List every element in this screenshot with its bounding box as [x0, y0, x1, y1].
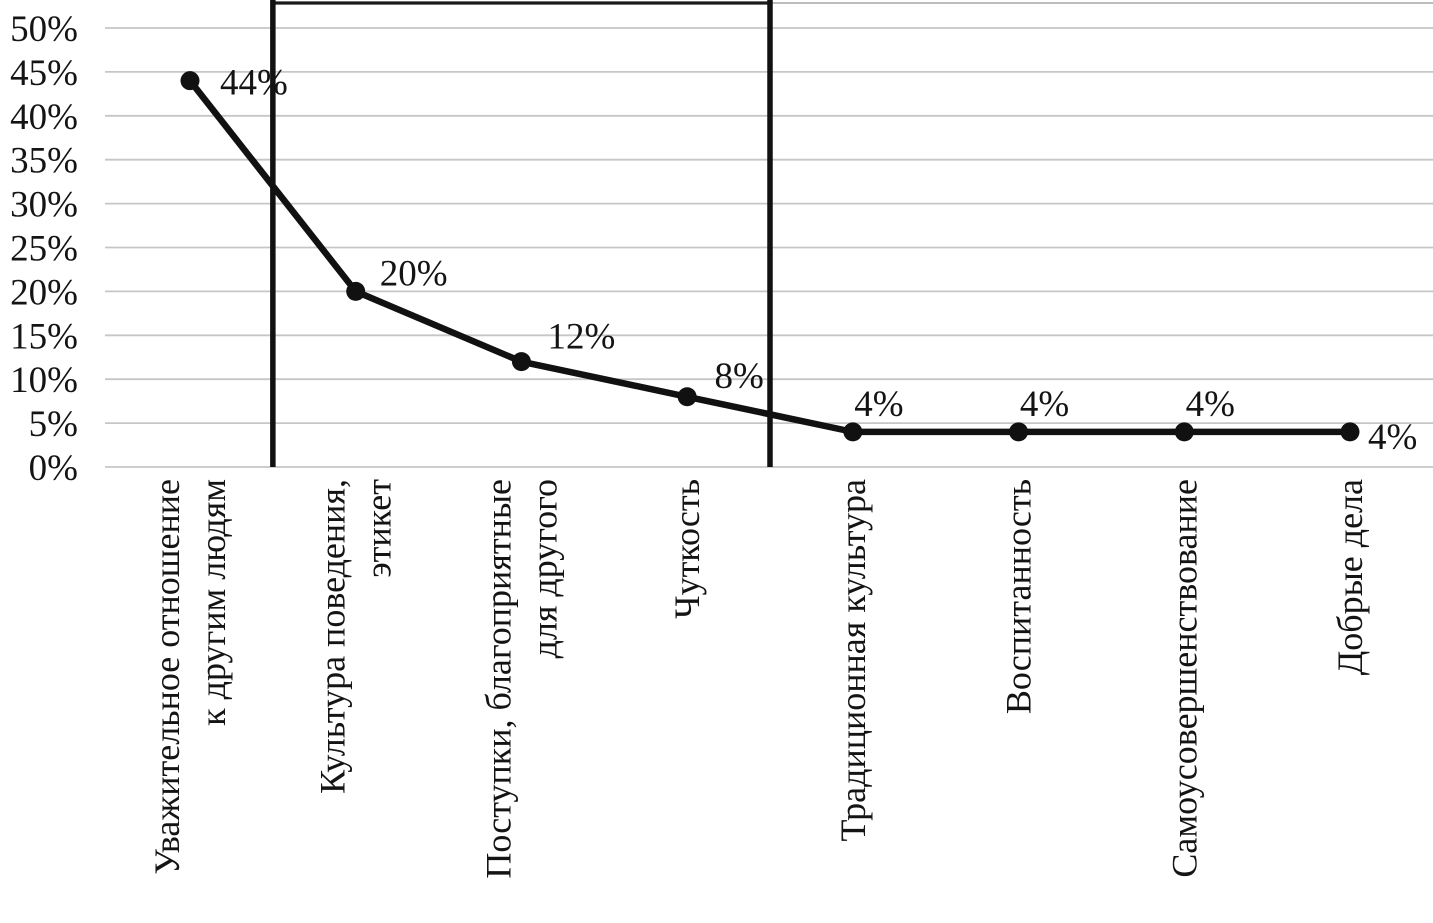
data-point-marker: [180, 71, 200, 91]
x-axis-category-label: Воспитанность: [999, 479, 1039, 714]
x-axis-category-label-line: для другого: [524, 479, 564, 658]
y-axis-tick-label: 25%: [10, 229, 78, 270]
x-axis-category-label-line: Добрые дела: [1330, 479, 1370, 675]
data-point-label: 20%: [380, 253, 448, 294]
x-axis-category-label-line: Традиционная культура: [833, 479, 873, 841]
data-point-label: 8%: [714, 356, 763, 397]
y-axis-tick-label: 5%: [29, 404, 78, 445]
y-axis-tick-label: 30%: [10, 185, 78, 226]
data-point-marker: [1174, 422, 1194, 442]
data-point-label: 4%: [1020, 384, 1069, 425]
y-axis-tick-label: 10%: [10, 360, 78, 401]
x-axis-category-label: Поступки, благоприятные для другого: [478, 479, 564, 879]
x-axis-category-label: Традиционная культура: [833, 479, 873, 841]
data-point-label: 44%: [220, 63, 288, 104]
data-point-label: 4%: [1186, 384, 1235, 425]
data-labels-group: 44% 20% 12% 8% 4% 4% 4% 4%: [220, 63, 1417, 458]
x-axis-category-label: Культура поведения, этикет: [313, 479, 399, 794]
x-axis-category-label-line: Культура поведения,: [313, 479, 353, 794]
y-axis-tick-label: 45%: [10, 53, 78, 94]
x-axis-category-label-line: Самоусовершенствование: [1164, 479, 1204, 878]
data-point-marker: [1009, 422, 1029, 442]
y-axis-tick-label: 0%: [29, 448, 78, 489]
x-axis-category-label-line: Воспитанность: [999, 479, 1039, 714]
data-point-marker: [843, 422, 863, 442]
x-axis-category-labels-group: Уважительное отношение к другим людям Куль…: [147, 479, 1370, 879]
separator-lines-group: [270, 0, 773, 467]
y-axis-tick-label: 20%: [10, 272, 78, 313]
y-axis-tick-labels-group: 50%45%40%35%30%25%20%15%10%5%0%: [10, 9, 78, 489]
x-axis-category-label-line: Уважительное отношение: [147, 479, 187, 875]
y-axis-tick-label: 40%: [10, 97, 78, 138]
data-point-marker: [511, 352, 531, 372]
y-axis-tick-label: 35%: [10, 141, 78, 182]
data-point-marker: [1340, 422, 1360, 442]
data-point-label: 4%: [1368, 417, 1417, 458]
data-series-group: [180, 71, 1360, 442]
y-axis-tick-label: 50%: [10, 9, 78, 50]
y-axis-tick-label: 15%: [10, 316, 78, 357]
x-axis-category-label-line: Поступки, благоприятные: [478, 479, 518, 879]
x-axis-category-label: Уважительное отношение к другим людям: [147, 479, 233, 875]
series-line: [186, 77, 1354, 436]
x-axis-category-label: Добрые дела: [1330, 479, 1370, 675]
data-point-marker: [346, 281, 366, 301]
data-point-marker: [677, 387, 697, 407]
data-point-label: 12%: [548, 317, 616, 358]
x-axis-category-label-line: этикет: [359, 479, 399, 578]
x-axis-category-label-line: Чуткость: [667, 479, 707, 619]
x-axis-category-label: Чуткость: [667, 479, 707, 619]
x-axis-category-label-line: к другим людям: [193, 479, 233, 726]
data-point-label: 4%: [854, 384, 903, 425]
x-axis-category-label: Самоусовершенствование: [1164, 479, 1204, 878]
